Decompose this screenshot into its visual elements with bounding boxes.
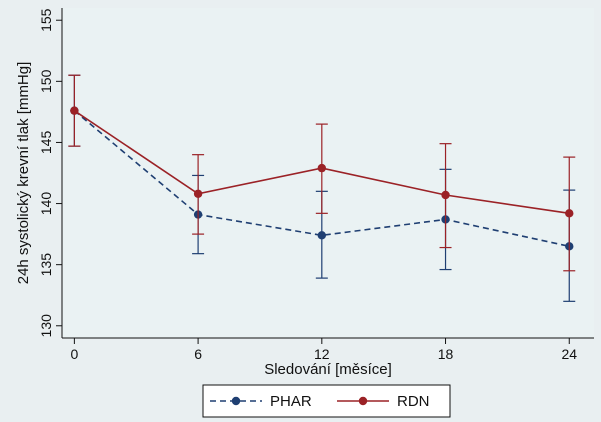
legend-box [202,384,451,418]
y-axis-title: 24h systolický krevní tlak [mmHg] [15,62,32,285]
y-tick-label: 155 [38,8,54,32]
y-axis-ticks: 130 135 140 145 150 155 [38,8,62,337]
legend-swatch-marker [231,396,241,406]
series-layer [68,74,576,302]
x-axis-ticks: 0 6 12 18 24 [70,338,577,362]
plot-area [62,8,594,338]
data-point [565,209,574,218]
x-tick-label: 6 [194,346,202,362]
x-axis-title: Sledování [měsíce] [264,361,392,378]
data-point [317,231,327,240]
x-tick-label: 24 [561,346,577,362]
x-tick-label: 18 [438,346,454,362]
x-tick-label: 12 [314,346,330,362]
legend-swatch-marker [358,396,368,406]
data-point [70,106,79,115]
legend-label-rdn: RDN [397,393,430,410]
y-tick-label: 140 [38,192,54,216]
legend-label-phar: PHAR [270,393,312,410]
data-point [193,189,203,198]
y-tick-label: 145 [38,131,54,155]
series-line [73,110,570,248]
data-point [441,190,450,200]
y-tick-label: 135 [38,253,54,277]
y-tick-label: 150 [38,69,54,93]
legend: PHAR RDN [202,384,451,418]
series-rdn [68,74,576,272]
x-tick-label: 0 [70,346,78,362]
data-point [317,163,327,173]
y-tick-label: 130 [38,314,54,338]
